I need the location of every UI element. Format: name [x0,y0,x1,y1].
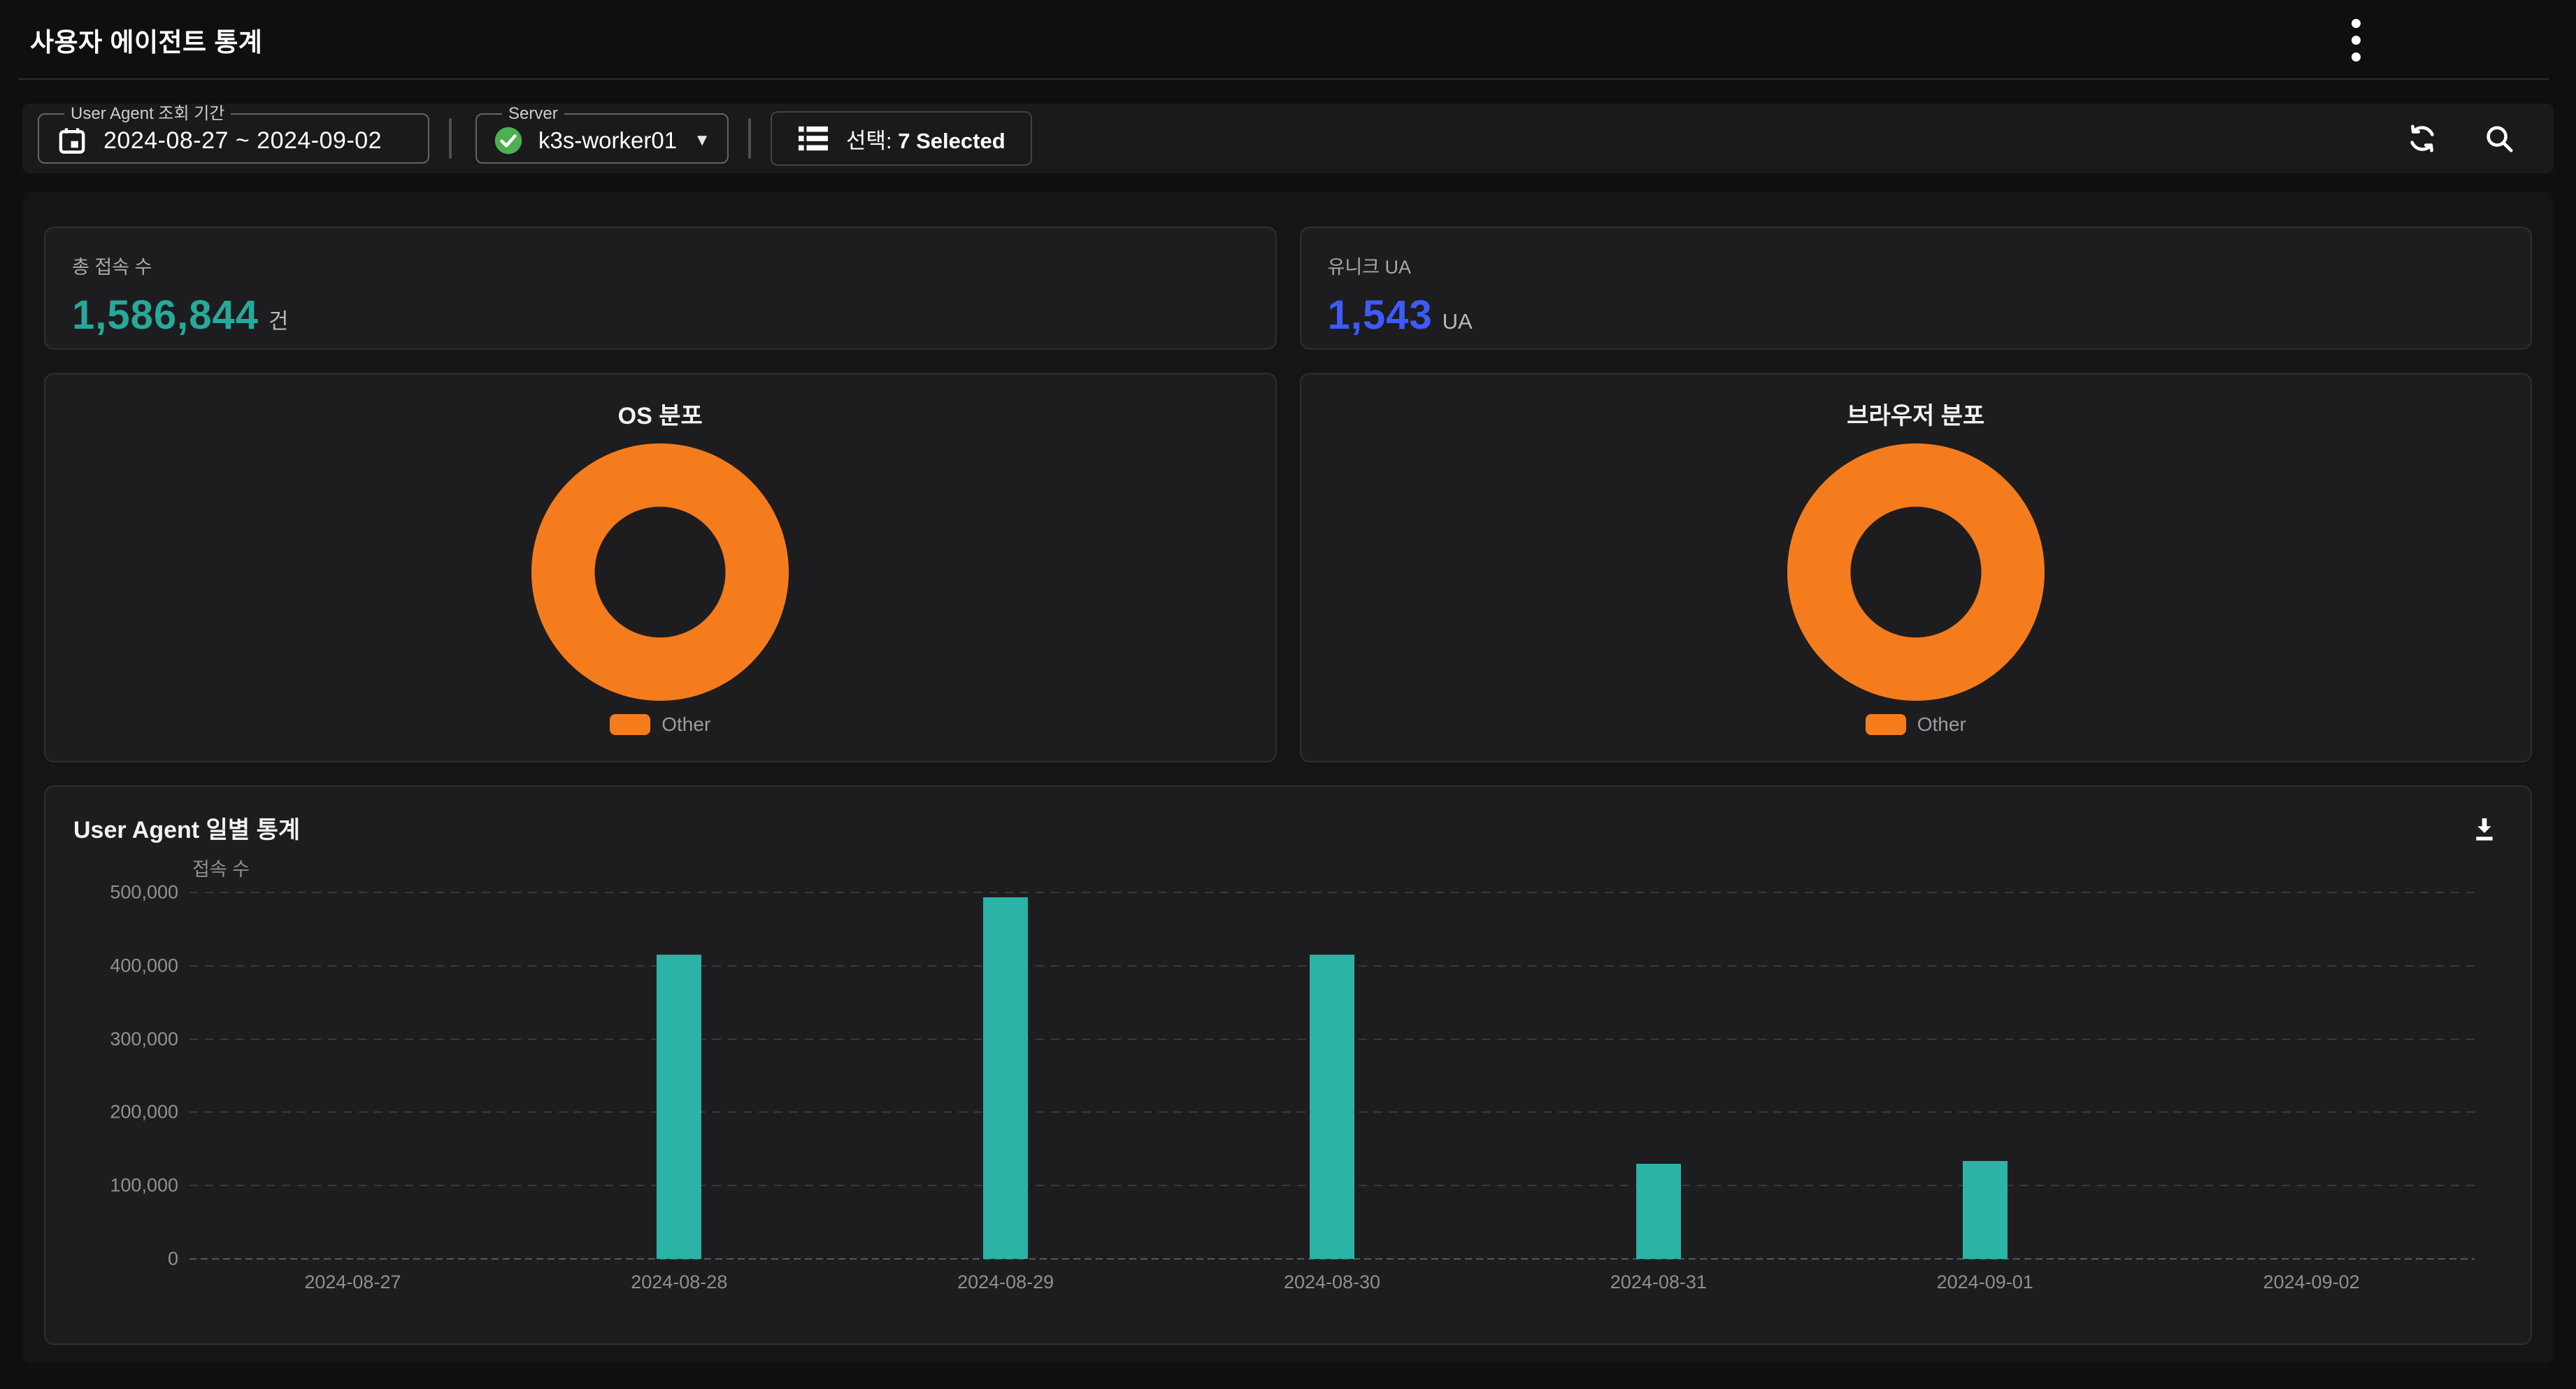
x-axis-line [189,1258,2475,1260]
stat-value: 1,586,844 [72,292,259,338]
y-tick-label: 500,000 [110,881,178,903]
page-header: 사용자 에이전트 통계 [0,0,2576,80]
stats-row: 총 접속 수 1,586,844 건 유니크 UA 1,543 UA [44,227,2532,350]
x-tick-label: 2024-09-02 [2263,1272,2360,1292]
bar-2024-08-30[interactable] [1310,955,1354,1259]
list-icon [797,124,829,153]
content-panel: 총 접속 수 1,586,844 건 유니크 UA 1,543 UA OS 분포… [22,192,2554,1363]
legend-swatch [1865,714,1906,735]
calendar-icon [56,124,88,157]
date-range-label: User Agent 조회 기간 [71,104,225,123]
legend-item-other[interactable]: Other [1865,713,1966,736]
x-tick-label: 2024-08-31 [1610,1272,1707,1292]
date-range-value: 2024-08-27 ~ 2024-09-02 [103,127,382,154]
legend-label: Other [661,713,711,735]
x-tick-label: 2024-08-28 [631,1272,728,1292]
stat-label: 총 접속 수 [72,257,152,278]
selection-button[interactable]: 선택: 7 Selected [771,111,1032,166]
server-label: Server [508,104,558,123]
donut-row: OS 분포 Other 브라우저 분포 Other [44,373,2532,762]
server-value: k3s-worker01 [538,127,678,154]
bar-2024-08-29[interactable] [983,897,1029,1259]
browser-donut-chart[interactable] [1787,443,2045,701]
y-tick-label: 200,000 [110,1101,178,1123]
bar-2024-09-01[interactable] [1962,1160,2008,1259]
x-tick-label: 2024-08-29 [957,1272,1054,1292]
x-tick-label: 2024-08-30 [1283,1272,1381,1292]
legend-item-other[interactable]: Other [610,713,710,736]
download-icon[interactable] [2466,811,2503,847]
bar-2024-08-31[interactable] [1636,1163,1681,1259]
chevron-down-icon: ▼ [694,131,710,150]
filter-divider [748,118,751,159]
check-circle-icon [494,126,523,155]
os-distribution-card: OS 분포 Other [44,373,1277,762]
search-icon[interactable] [2481,120,2517,157]
y-tick-label: 0 [167,1248,178,1269]
filter-divider [449,118,452,159]
stat-card-unique-ua: 유니크 UA 1,543 UA [1299,227,2532,350]
stat-label: 유니크 UA [1327,257,1412,278]
selection-text: 선택: 7 Selected [846,128,1006,153]
stat-value: 1,543 [1327,292,1433,338]
refresh-icon[interactable] [2404,120,2440,157]
gridline [189,892,2475,893]
kebab-menu-icon[interactable] [2336,13,2375,66]
legend-label: Other [1917,713,1966,735]
y-tick-label: 400,000 [110,955,178,976]
legend-swatch [610,714,651,735]
bar-plot-area: 2024-08-27 2024-08-28 2024-08-29 2024-08-30… [189,892,2475,1292]
y-tick-label: 300,000 [110,1028,178,1050]
y-axis-name: 접속 수 [192,859,250,880]
date-range-field[interactable]: User Agent 조회 기간 2024-08-27 ~ 2024-09-02 [38,104,429,164]
selection-count: 7 Selected [898,128,1006,153]
stat-card-total-connections: 총 접속 수 1,586,844 건 [44,227,1277,350]
stat-unit: 건 [269,309,289,334]
y-axis-ticks: 0 100,000 200,000 300,000 400,000 500,000 [73,882,178,1269]
x-tick-label: 2024-08-27 [304,1272,401,1292]
x-tick-label: 2024-09-01 [1936,1272,2033,1292]
stat-unit: UA [1442,309,1473,334]
server-select[interactable]: Server k3s-worker01 ▼ [475,104,729,164]
bar-2024-08-28[interactable] [657,955,702,1259]
daily-stats-card: User Agent 일별 통계 접속 수 0 100,000 200,000 300… [44,785,2532,1345]
chart-title: OS 분포 [617,403,703,429]
chart-title: User Agent 일별 통계 [73,817,301,843]
y-tick-label: 100,000 [110,1174,178,1196]
chart-title: 브라우저 분포 [1847,403,1985,429]
os-donut-chart[interactable] [531,443,789,701]
browser-distribution-card: 브라우저 분포 Other [1299,373,2532,762]
page-title: 사용자 에이전트 통계 [30,28,263,57]
daily-bar-chart: 0 100,000 200,000 300,000 400,000 500,000 202… [73,882,2503,1292]
filter-bar: User Agent 조회 기간 2024-08-27 ~ 2024-09-02… [22,104,2554,173]
